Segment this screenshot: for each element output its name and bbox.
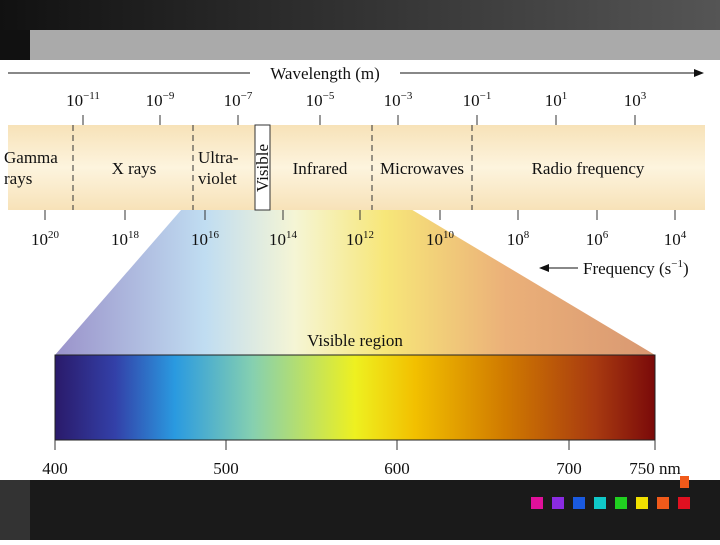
- wavelength-tick-label: 10−7: [224, 90, 253, 110]
- tick-exp: −3: [401, 90, 413, 102]
- frequency-tick-label: 1014: [269, 229, 298, 249]
- tick-base: 10: [306, 91, 323, 110]
- tick-base: 10: [31, 230, 48, 249]
- tick-base: 10: [664, 230, 681, 249]
- frequency-tick-label: 1012: [346, 229, 374, 249]
- tick-exp: 12: [363, 229, 374, 241]
- visible-column: [254, 124, 271, 211]
- wavelength-tick-label: 10−1: [463, 90, 492, 110]
- tick-base: 10: [463, 91, 480, 110]
- region-label: rays: [4, 169, 32, 188]
- tick-exp: 1: [562, 90, 568, 102]
- region-label: Ultra-: [198, 148, 239, 167]
- nm-label: 750 nm: [629, 459, 680, 478]
- tick-exp: 16: [208, 229, 220, 241]
- region-label: Visible: [253, 144, 272, 192]
- tick-exp: 18: [128, 229, 140, 241]
- tick-exp: 3: [641, 90, 647, 102]
- region-label: Infrared: [293, 159, 348, 178]
- tick-exp: 8: [524, 229, 530, 241]
- visible-spectrum: [54, 354, 656, 441]
- bottom-bar: [0, 480, 720, 540]
- wavelength-tick-label: 10−9: [146, 90, 175, 110]
- frequency-tick-label: 106: [586, 229, 609, 249]
- frequency-tick-label: 108: [507, 229, 530, 249]
- tick-base: 10: [146, 91, 163, 110]
- tick-exp: −5: [323, 90, 335, 102]
- tick-base: 10: [507, 230, 524, 249]
- color-squares: [531, 497, 690, 509]
- region-label: Radio frequency: [532, 159, 645, 178]
- nm-label: 700: [556, 459, 582, 478]
- tick-base: 10: [224, 91, 241, 110]
- top-bar: [0, 0, 720, 30]
- tick-base: 10: [111, 230, 128, 249]
- frequency-tick-label: 1020: [31, 229, 60, 249]
- tick-exp: −9: [163, 90, 175, 102]
- tick-base: 10: [66, 91, 83, 110]
- region-label: Microwaves: [380, 159, 464, 178]
- wavelength-tick-label: 103: [624, 90, 647, 110]
- wavelength-tick-label: 10−5: [306, 90, 335, 110]
- accent: [680, 476, 689, 488]
- wavelength-tick-label: 10−11: [66, 90, 100, 110]
- tick-exp: −11: [83, 90, 100, 102]
- tick-exp: 4: [681, 229, 687, 241]
- bottom-corner: [0, 480, 30, 540]
- tick-exp: −7: [241, 90, 253, 102]
- tick-exp: 20: [48, 229, 60, 241]
- tick-base: 10: [191, 230, 208, 249]
- title-band: [30, 30, 720, 60]
- tick-base: 10: [384, 91, 401, 110]
- frequency-tick-label: 1018: [111, 229, 140, 249]
- spectrum-band: [8, 125, 705, 210]
- tick-exp: 6: [603, 229, 609, 241]
- tick-base: 10: [624, 91, 641, 110]
- nm-label: 400: [42, 459, 68, 478]
- frequency-tick-label: 104: [664, 229, 687, 249]
- tick-exp: 10: [443, 229, 455, 241]
- wavelength-tick-label: 101: [545, 90, 568, 110]
- tick-base: 10: [269, 230, 286, 249]
- tick-exp: 14: [286, 229, 298, 241]
- visible-title: Visible region: [307, 331, 403, 350]
- tick-exp: −1: [480, 90, 492, 102]
- corner: [0, 30, 30, 60]
- region-label: Gamma: [4, 148, 58, 167]
- region-label: X rays: [112, 159, 157, 178]
- nm-label: 500: [213, 459, 239, 478]
- region-label: violet: [198, 169, 237, 188]
- frequency-tick-label: 1010: [426, 229, 455, 249]
- frequency-tick-label: 1016: [191, 229, 220, 249]
- frequency-title: Frequency (s−1): [583, 258, 689, 278]
- wavelength-tick-label: 10−3: [384, 90, 413, 110]
- tick-base: 10: [426, 230, 443, 249]
- wavelength-title: Wavelength (m): [270, 64, 380, 83]
- nm-label: 600: [384, 459, 410, 478]
- tick-base: 10: [586, 230, 603, 249]
- region-dividers: [72, 125, 473, 210]
- tick-base: 10: [346, 230, 363, 249]
- tick-base: 10: [545, 91, 562, 110]
